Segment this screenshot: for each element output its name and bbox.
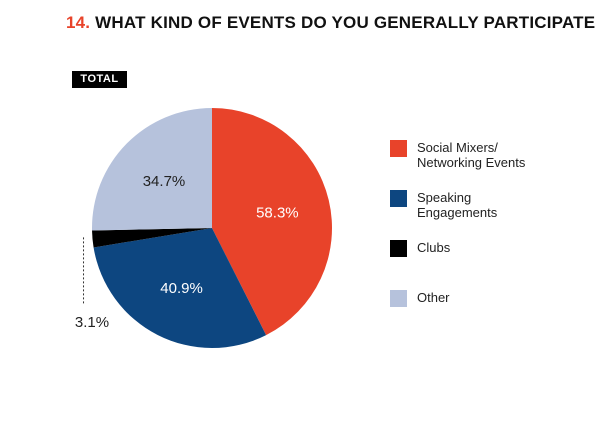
legend-item-speaking-engagements: Speaking Engagements <box>390 190 577 220</box>
pie-slice-social-mixers-networking-events <box>212 108 332 336</box>
question-number: 14. <box>66 13 91 32</box>
slice-label-speaking-engagements: 40.9% <box>160 280 203 297</box>
legend-swatch <box>390 140 407 157</box>
legend-label: Other <box>417 290 450 305</box>
legend-swatch <box>390 290 407 307</box>
legend-item-social-mixers-networking-events: Social Mixers/Networking Events <box>390 140 577 170</box>
pie-slice-clubs <box>92 228 212 248</box>
pie-slice-speaking-engagements <box>93 228 267 348</box>
chart-title: 14. WHAT KIND OF EVENTS DO YOU GENERALLY… <box>66 13 600 33</box>
legend-item-other: Other <box>390 290 577 307</box>
legend-label: Clubs <box>417 240 451 255</box>
question-text: WHAT KIND OF EVENTS DO YOU GENERALLY PAR… <box>95 13 600 32</box>
legend-swatch <box>390 240 407 257</box>
legend-swatch <box>390 190 407 207</box>
legend-item-clubs: Clubs <box>390 240 577 257</box>
legend-label: Speaking Engagements <box>417 190 498 220</box>
legend-label: Social Mixers/Networking Events <box>417 140 526 170</box>
slice-label-social-mixers-networking-events: 58.3% <box>256 204 299 221</box>
total-badge: TOTAL <box>72 71 127 88</box>
slice-label-clubs: 3.1% <box>75 314 109 331</box>
slice-label-other: 34.7% <box>143 173 186 190</box>
pie-slice-other <box>92 108 212 231</box>
